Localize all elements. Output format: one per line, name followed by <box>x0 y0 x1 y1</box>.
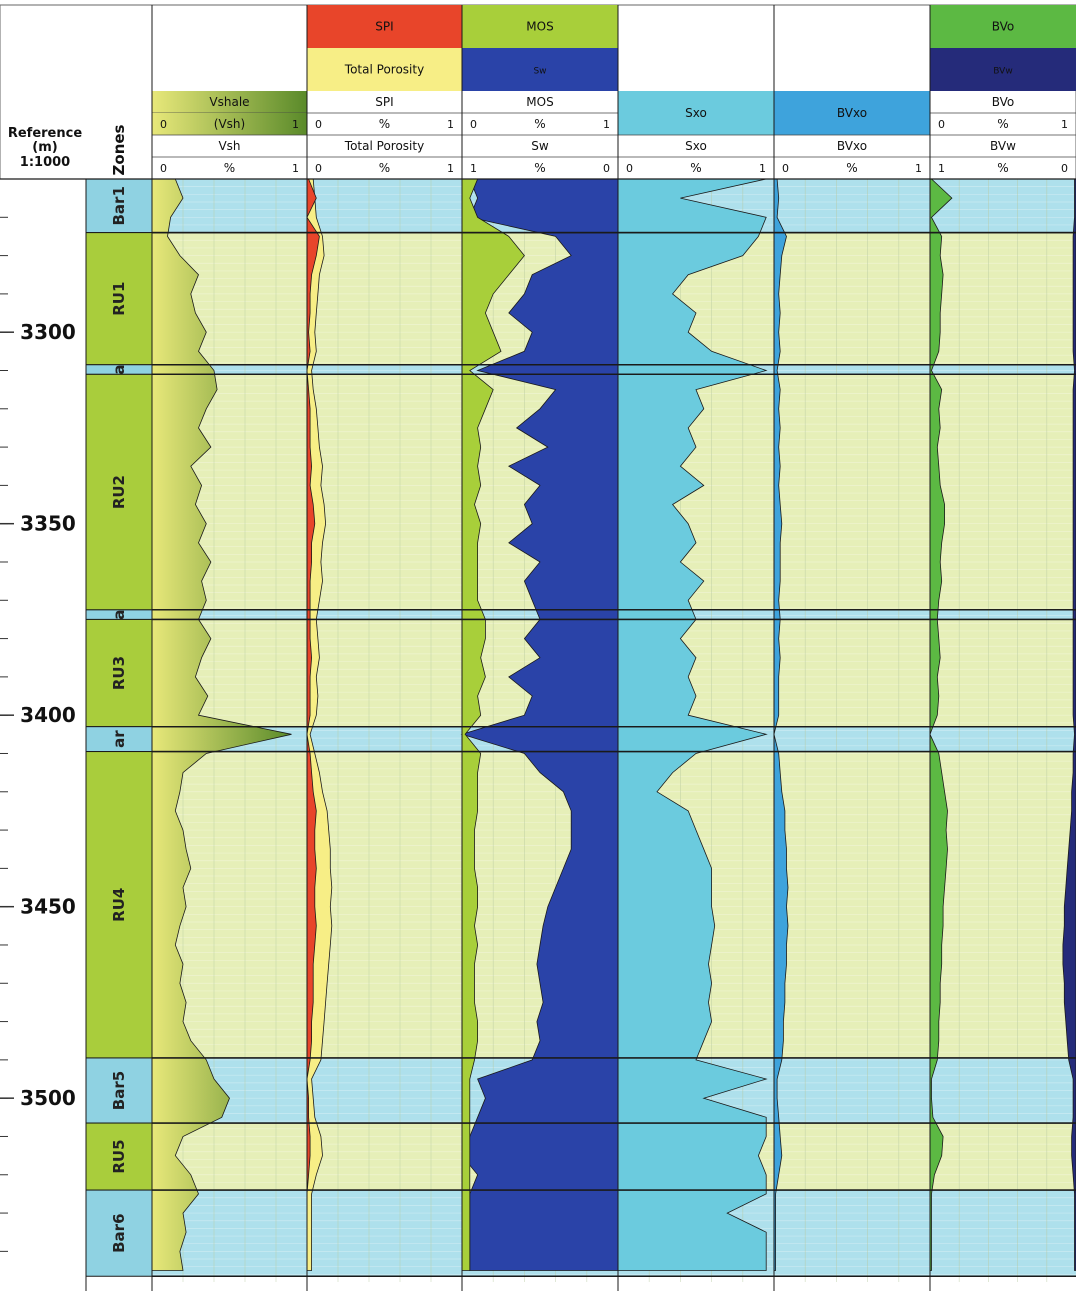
curve-name-label: Vsh <box>218 139 240 153</box>
scale-right-label: 1 <box>1061 118 1068 131</box>
zone-RU3 <box>85 618 153 728</box>
scale-right-label: 1 <box>447 118 454 131</box>
curve-unit-label: % <box>224 161 235 175</box>
curve-row-fill <box>774 91 930 135</box>
legend-label: BVw <box>993 67 1012 77</box>
reference-label: Reference <box>8 126 82 141</box>
scale-left-label: 0 <box>626 162 633 175</box>
curve-name-label: MOS <box>526 95 553 109</box>
scale-left-label: 0 <box>315 162 322 175</box>
zones-column: Bar1 RU1 a RU2 a RU3 ar RU4 Bar5 RU5 Bar6 <box>85 178 153 1282</box>
zone-label: RU3 <box>110 656 128 690</box>
bvw-area <box>1062 178 1076 1271</box>
zone-RU1 <box>85 232 153 366</box>
reference-scale: 1:1000 <box>20 155 70 170</box>
depth-tick-label: 3300 <box>20 320 76 344</box>
depth-tick-label: 3500 <box>20 1086 76 1110</box>
zone-Bar1 <box>85 178 153 234</box>
scale-right-label: 1 <box>915 162 922 175</box>
scale-right-label: 0 <box>1061 162 1068 175</box>
legend-label: Sw <box>533 67 546 77</box>
scale-right-label: 1 <box>292 118 299 131</box>
scale-left-label: 0 <box>315 118 322 131</box>
zone-label: Bar1 <box>110 186 128 225</box>
curve-unit-label: % <box>534 117 545 131</box>
zone-label: RU4 <box>110 888 128 922</box>
curve-unit-label: % <box>997 161 1008 175</box>
legend-box-total-porosity <box>307 48 462 91</box>
legend-label: BVo <box>992 20 1014 34</box>
zones-header-label: Zones <box>110 124 128 175</box>
curve-name-label: BVo <box>992 95 1014 109</box>
zone-label: Bar5 <box>110 1071 128 1110</box>
scale-right-label: 1 <box>447 162 454 175</box>
zone-label: RU2 <box>110 475 128 509</box>
scale-left-label: 0 <box>938 118 945 131</box>
curve-name-label: BVw <box>990 139 1016 153</box>
curve-unit-label: % <box>997 117 1008 131</box>
zone-label: a <box>110 610 128 620</box>
track-header-sat: MOS Sw MOS% 0 1 Sw% 1 0 <box>461 5 618 1291</box>
curve-name-label: Vshale <box>209 95 249 109</box>
curve-name-label: Sw <box>531 139 549 153</box>
curve-name-label: SPI <box>375 95 393 109</box>
depth-tick-label: 3400 <box>20 703 76 727</box>
scale-left-label: 0 <box>470 118 477 131</box>
scale-right-label: 1 <box>292 162 299 175</box>
zone-boundaries <box>86 231 1076 1277</box>
curve-name-label: Sxo <box>685 106 707 120</box>
scale-left-label: 1 <box>938 162 945 175</box>
curve-unit-label: (Vsh) <box>214 117 245 131</box>
depth-tick-label: 3350 <box>20 512 76 536</box>
zone-label: RU1 <box>110 282 128 316</box>
curve-name-label: BVxo <box>837 106 867 120</box>
depth-tick-label: 3450 <box>20 895 76 919</box>
track-header-bv: BVo BVw BVo% 0 1 BVw% 1 0 <box>929 5 1076 1291</box>
scale-left-label: 0 <box>782 162 789 175</box>
scale-right-label: 1 <box>759 162 766 175</box>
curve-row-fill <box>152 91 307 113</box>
zone-label: ar <box>110 730 128 748</box>
scale-right-label: 0 <box>603 162 610 175</box>
legend-label: MOS <box>526 20 553 34</box>
scale-left-label: 0 <box>160 162 167 175</box>
curve-name-label: Total Porosity <box>344 139 424 153</box>
curve-unit-label: % <box>379 161 390 175</box>
legend-box-spi <box>307 5 462 48</box>
log-header: Reference(m)1:1000 Zones Vshale (Vsh) 0 1 Vsh%… <box>0 4 1076 1291</box>
scale-right-label: 1 <box>603 118 610 131</box>
zone-label: a <box>110 364 128 374</box>
zone-RU4 <box>85 751 153 1059</box>
curve-unit-label: % <box>534 161 545 175</box>
legend-label: Total Porosity <box>344 63 424 77</box>
track-header-bvxo: BVxo BVxo% 0 1 <box>773 5 930 1291</box>
curve-unit-label: % <box>846 161 857 175</box>
curve-row-fill <box>152 113 307 135</box>
curve-unit-label: % <box>379 117 390 131</box>
legend-box-mos <box>462 5 618 48</box>
curve-unit-label: % <box>690 161 701 175</box>
scale-left-label: 1 <box>470 162 477 175</box>
zone-label: RU5 <box>110 1139 128 1173</box>
curve-name-label: BVxo <box>837 139 867 153</box>
zone-label: Bar6 <box>110 1213 128 1252</box>
curve-row-fill <box>618 91 774 135</box>
curve-name-label: Sxo <box>685 139 707 153</box>
reference-unit: (m) <box>32 140 57 155</box>
legend-box-bvo <box>930 5 1076 48</box>
legend-label: SPI <box>375 20 393 34</box>
legend-box-sw <box>462 48 618 91</box>
scale-left-label: 0 <box>160 118 167 131</box>
legend-box-bvw <box>930 48 1076 91</box>
reference-depth-column: 3300 3350 3400 3450 3500 <box>0 5 87 1291</box>
track-header-por: SPI Total Porosity SPI% 0 1 Total Porosity% 0 1 <box>306 5 462 1291</box>
